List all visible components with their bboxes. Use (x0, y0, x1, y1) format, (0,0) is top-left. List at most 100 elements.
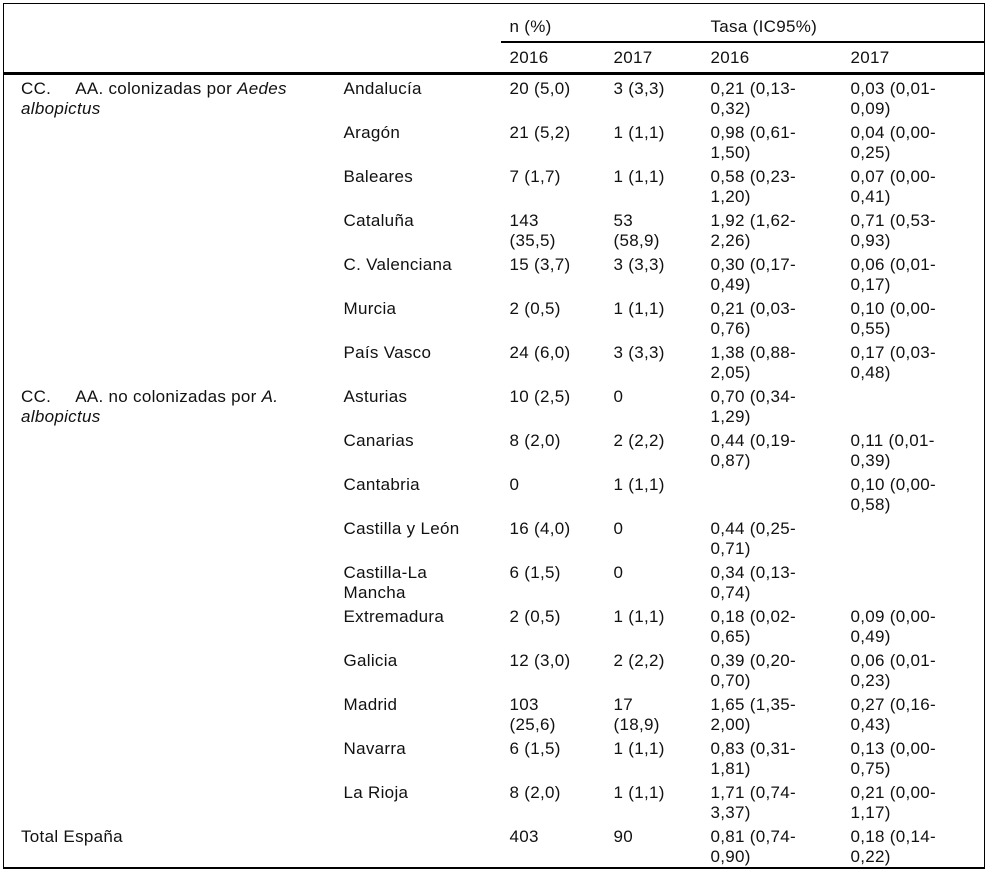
section-label-cell: CC. AA. no colonizadas por A. albopictus (4, 383, 335, 823)
section-label-text: AA. colonizadas por (75, 79, 238, 98)
table-row: C. Valenciana 15 (3,7) 3 (3,3) 0,30 (0,17-0… (4, 251, 985, 295)
tasa-2016-cell: 0,21 (0,13-0,32) (710, 79, 797, 118)
region-cell: Navarra (343, 739, 407, 758)
n-2017-cell: 1 (1,1) (613, 607, 665, 626)
total-n-2017-cell: 90 (613, 827, 634, 846)
tasa-2016-cell: 0,70 (0,34-1,29) (710, 387, 797, 426)
tasa-2017-cell (842, 559, 985, 603)
region-cell: Madrid (343, 695, 398, 714)
n-2017-cell: 2 (2,2) (613, 651, 665, 670)
tasa-2017-cell: 0,17 (0,03-0,48) (850, 343, 937, 382)
tasa-2016-cell: 0,98 (0,61-1,50) (710, 123, 797, 162)
tasa-2017-cell: 0,13 (0,00-0,75) (850, 739, 937, 778)
n-2016-cell: 143 (35,5) (509, 211, 556, 250)
n-2016-cell: 10 (2,5) (509, 387, 571, 406)
table-row: Castilla y León 16 (4,0) 0 0,44 (0,25-0,71) (4, 515, 985, 559)
tasa-2017-cell: 0,06 (0,01-0,17) (850, 255, 937, 294)
n-2017-cell: 3 (3,3) (613, 343, 665, 362)
n-2016-cell: 0 (509, 475, 520, 494)
region-cell: Baleares (343, 167, 413, 186)
n-2016-cell: 24 (6,0) (509, 343, 571, 362)
tasa-2017-cell (842, 383, 985, 427)
header-n-2017: 2017 (604, 42, 702, 75)
tasa-2016-cell: 1,65 (1,35-2,00) (710, 695, 797, 734)
n-2017-cell: 2 (2,2) (613, 431, 665, 450)
tasa-2016-cell: 0,34 (0,13-0,74) (710, 563, 797, 602)
tasa-2016-cell: 1,71 (0,74-3,37) (710, 783, 797, 822)
tasa-2016-cell: 0,58 (0,23-1,20) (710, 167, 797, 206)
n-2017-cell: 1 (1,1) (613, 299, 665, 318)
table-row: Galicia 12 (3,0) 2 (2,2) 0,39 (0,20-0,70) 0,… (4, 647, 985, 691)
table-row: Navarra 6 (1,5) 1 (1,1) 0,83 (0,31-1,81) 0,1… (4, 735, 985, 779)
header-tasa-ic95: Tasa (IC95%) (701, 3, 985, 43)
header-blank-cell-2 (3, 42, 501, 75)
n-2016-cell: 8 (2,0) (509, 431, 561, 450)
tasa-2016-cell: 0,83 (0,31-1,81) (710, 739, 797, 778)
paper-table-container: n (%) Tasa (IC95%) 2016 2017 2016 2017 C… (3, 3, 985, 869)
n-2016-cell: 16 (4,0) (509, 519, 571, 538)
tasa-2016-cell: 1,92 (1,62-2,26) (710, 211, 797, 250)
n-2016-cell: 15 (3,7) (509, 255, 571, 274)
tasa-2017-cell: 0,06 (0,01-0,23) (850, 651, 937, 690)
section-label-text: AA. no colonizadas por (75, 387, 262, 406)
n-2016-cell: 7 (1,7) (509, 167, 561, 186)
region-cell: Aragón (343, 123, 401, 142)
tasa-2017-cell: 0,10 (0,00-0,58) (850, 475, 937, 514)
region-cell: Cataluña (343, 211, 414, 230)
section-label-species: A. albopictus (21, 387, 279, 426)
n-2017-cell: 0 (613, 563, 624, 582)
region-cell: País Vasco (343, 343, 432, 362)
header-blank-cell (4, 4, 501, 43)
section-label-prefix: CC. (21, 79, 52, 98)
tasa-2016-cell (702, 471, 842, 515)
table-row: Murcia 2 (0,5) 1 (1,1) 0,21 (0,03-0,76) 0,10… (4, 295, 985, 339)
total-label-cell: Total España (21, 827, 123, 846)
tasa-2017-cell (842, 515, 985, 559)
table-row: La Rioja 8 (2,0) 1 (1,1) 1,71 (0,74-3,37) 0,… (4, 779, 985, 823)
n-2017-cell: 17 (18,9) (613, 695, 660, 734)
n-2017-cell: 1 (1,1) (613, 475, 665, 494)
section-label-species: Aedes albopictus (21, 79, 287, 118)
region-cell: Galicia (343, 651, 398, 670)
region-cell: Cantabria (343, 475, 420, 494)
table-row: Cataluña 143 (35,5) 53 (58,9) 1,92 (1,62-2,… (4, 207, 985, 251)
region-cell: Canarias (343, 431, 414, 450)
tasa-2017-cell: 0,09 (0,00-0,49) (850, 607, 937, 646)
n-2017-cell: 1 (1,1) (613, 739, 665, 758)
tasa-2016-cell: 0,30 (0,17-0,49) (710, 255, 797, 294)
region-cell: Castilla y León (343, 519, 460, 538)
region-cell: Castilla-La Mancha (343, 563, 428, 602)
incidence-rate-table: n (%) Tasa (IC95%) 2016 2017 2016 2017 C… (3, 3, 985, 869)
table-row: Baleares 7 (1,7) 1 (1,1) 0,58 (0,23-1,20) 0,… (4, 163, 985, 207)
table-row: Canarias 8 (2,0) 2 (2,2) 0,44 (0,19-0,87) 0,… (4, 427, 985, 471)
table-row: Madrid 103 (25,6) 17 (18,9) 1,65 (1,35-2,00… (4, 691, 985, 735)
n-2017-cell: 0 (613, 387, 624, 406)
region-cell: Asturias (343, 387, 408, 406)
header-tasa-2016: 2016 (701, 42, 842, 75)
tasa-2017-cell: 0,21 (0,00-1,17) (850, 783, 937, 822)
table-row: CC. AA. colonizadas por Aedes albopictus A… (4, 74, 985, 120)
n-2016-cell: 12 (3,0) (509, 651, 571, 670)
region-cell: C. Valenciana (343, 255, 452, 274)
header-n-2016: 2016 (500, 42, 605, 75)
region-cell: Extremadura (343, 607, 445, 626)
table-row: Extremadura 2 (0,5) 1 (1,1) 0,18 (0,02-0,65… (4, 603, 985, 647)
n-2017-cell: 3 (3,3) (613, 79, 665, 98)
tasa-2017-cell: 0,71 (0,53-0,93) (850, 211, 937, 250)
table-row: País Vasco 24 (6,0) 3 (3,3) 1,38 (0,88-2,05… (4, 339, 985, 383)
section-label-cell: CC. AA. colonizadas por Aedes albopictus (4, 74, 335, 384)
n-2016-cell: 21 (5,2) (509, 123, 571, 142)
tasa-2017-cell: 0,03 (0,01-0,09) (850, 79, 937, 118)
header-tasa-2017: 2017 (841, 42, 985, 75)
year-header-row: 2016 2017 2016 2017 (3, 42, 985, 75)
region-cell: La Rioja (343, 783, 409, 802)
n-2017-cell: 1 (1,1) (613, 167, 665, 186)
section-label-prefix: CC. (21, 387, 52, 406)
tasa-2016-cell: 0,21 (0,03-0,76) (710, 299, 797, 338)
tasa-2017-cell: 0,07 (0,00-0,41) (850, 167, 937, 206)
n-2016-cell: 2 (0,5) (509, 607, 561, 626)
table-row: CC. AA. no colonizadas por A. albopictus A… (4, 383, 985, 427)
table-row: Cantabria 0 1 (1,1) 0,10 (0,00-0,58) (4, 471, 985, 515)
tasa-2016-cell: 1,38 (0,88-2,05) (710, 343, 797, 382)
table-row: Castilla-La Mancha 6 (1,5) 0 0,34 (0,13-0,7… (4, 559, 985, 603)
